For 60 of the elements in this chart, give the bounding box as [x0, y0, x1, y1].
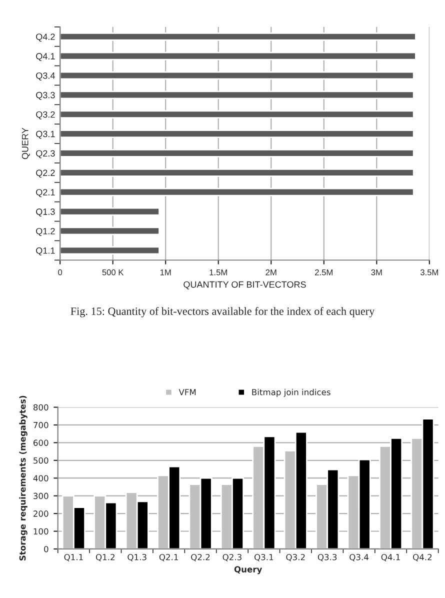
bar — [60, 226, 160, 236]
x-tick-label: Q2.2 — [191, 554, 210, 562]
x-tick-label: Q2.1 — [159, 554, 178, 562]
y-tick-label: Q4.1 — [36, 53, 55, 62]
y-tick-label: Q1.2 — [36, 228, 55, 236]
y-tick-label: Q3.4 — [36, 72, 55, 80]
bar — [60, 110, 414, 119]
x-tick-label: 500 K — [102, 269, 124, 276]
x-tick-label: Q4.2 — [413, 554, 432, 562]
y-tick-label: Q3.1 — [36, 130, 55, 139]
y-tick-label: Q3.3 — [36, 92, 55, 100]
y-tick-label: 600 — [34, 440, 48, 446]
bar — [60, 90, 414, 100]
x-tick-label: 0 — [58, 269, 62, 276]
y-tick-label: Q4.2 — [36, 34, 55, 42]
bar — [60, 52, 416, 60]
bar — [60, 207, 160, 216]
bar — [60, 130, 414, 138]
legend-label: VFM — [178, 389, 196, 396]
x-tick-label: Q1.3 — [128, 554, 146, 562]
x-axis-title: QUANTITY OF BIT-VECTORS — [184, 281, 306, 290]
y-tick-label: 700 — [34, 422, 48, 428]
x-tick-label: Q1.2 — [96, 554, 114, 562]
x-tick-label: 3M — [371, 269, 382, 276]
x-tick-label: 2M — [266, 269, 276, 276]
bar — [60, 32, 416, 41]
y-axis-title: Storage requirements (megabytes) — [19, 396, 28, 560]
x-axis-title: Query — [234, 566, 262, 574]
bar — [60, 149, 414, 158]
x-tick-label: Q4.1 — [381, 554, 400, 562]
x-tick-label: Q3.4 — [350, 554, 368, 562]
y-tick-label: 200 — [34, 510, 48, 517]
x-tick-label: 1M — [160, 269, 171, 276]
bar — [60, 246, 160, 255]
y-tick-label: Q2.1 — [36, 189, 55, 198]
x-tick-label: 2.5M — [315, 269, 332, 276]
legend-label: Bitmap join indices — [252, 388, 330, 397]
x-tick-label: Q3.1 — [254, 554, 274, 562]
x-tick-label: Q2.3 — [222, 554, 242, 562]
y-axis-title: QUERY — [22, 128, 30, 160]
y-tick-label: Q1.3 — [36, 208, 55, 217]
bar — [60, 71, 414, 80]
y-tick-label: 0 — [44, 546, 48, 552]
y-tick-label: Q1.1 — [36, 247, 55, 256]
y-tick-label: 800 — [33, 404, 48, 411]
y-tick-label: Q2.3 — [36, 150, 55, 158]
y-tick-label: Q3.2 — [36, 111, 55, 120]
caption: Fig. 15: Quantity of bit-vectors available for the index of each query — [70, 307, 375, 318]
x-tick-label: 3.5M — [420, 269, 438, 276]
x-tick-label: Q1.1 — [64, 554, 83, 562]
y-tick-label: 300 — [34, 492, 48, 500]
bar — [60, 168, 414, 177]
y-tick-label: 400 — [33, 475, 48, 482]
y-tick-label: Q2.2 — [36, 170, 55, 178]
bar — [60, 188, 414, 196]
y-tick-label: 500 — [34, 457, 48, 464]
x-tick-label: 1.5M — [210, 269, 227, 276]
y-tick-label: 100 — [34, 528, 48, 535]
x-tick-label: Q3.3 — [318, 554, 337, 562]
x-tick-label: Q3.2 — [286, 554, 305, 562]
